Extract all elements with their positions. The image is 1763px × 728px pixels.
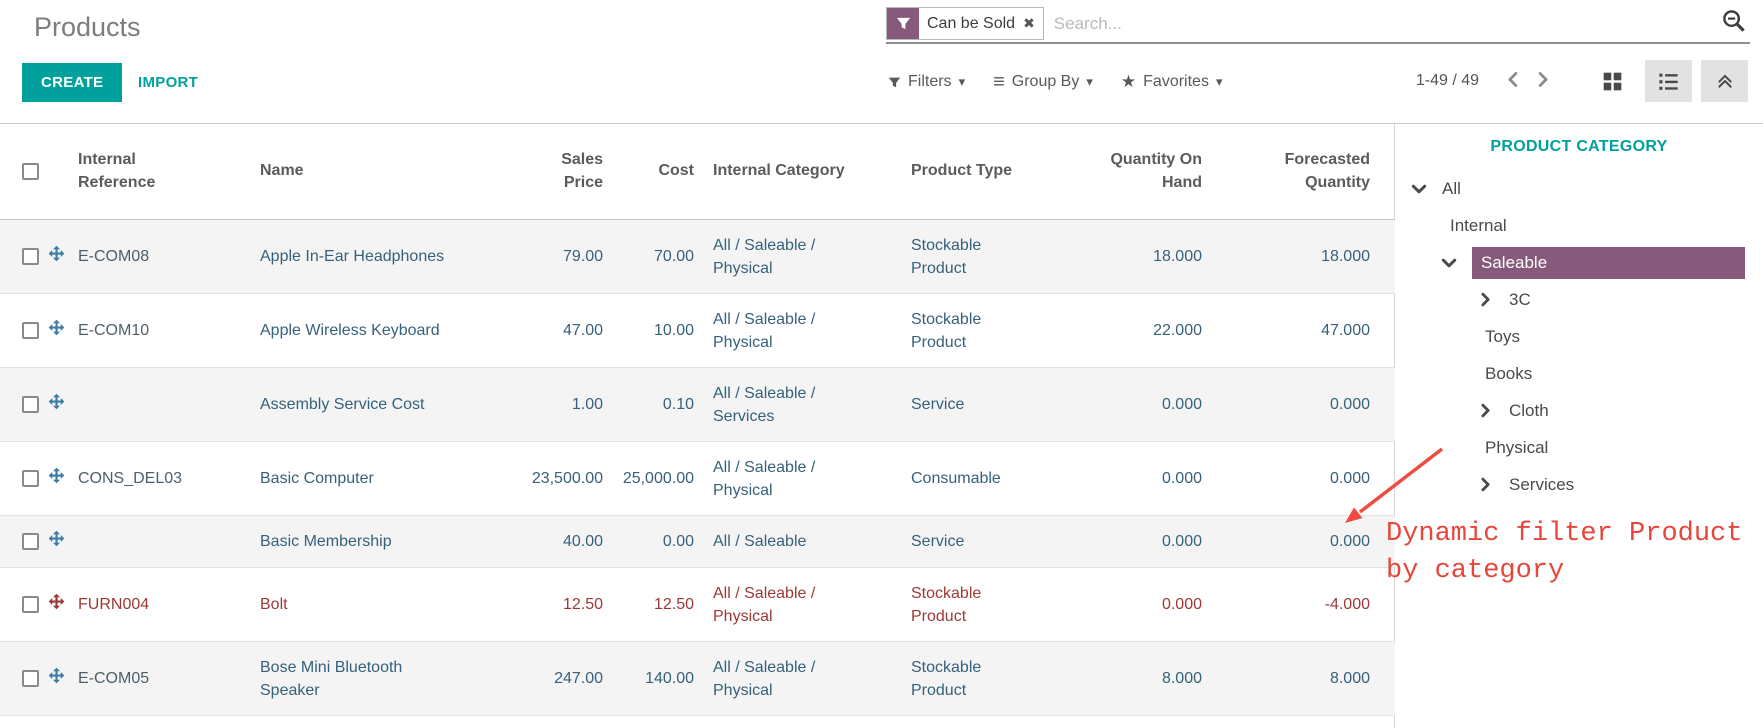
star-icon: ★ bbox=[1120, 72, 1137, 91]
row-checkbox[interactable] bbox=[22, 322, 39, 340]
group-by-icon: ≡ bbox=[993, 71, 1005, 93]
chevron-down-icon[interactable] bbox=[1441, 255, 1460, 271]
drag-handle-icon[interactable] bbox=[48, 319, 65, 336]
list-view-button[interactable] bbox=[1645, 60, 1692, 102]
facet-remove-icon[interactable]: ✖ bbox=[1023, 15, 1035, 31]
product-category-panel: PRODUCT CATEGORY All Internal Saleable 3… bbox=[1395, 124, 1763, 728]
favorites-label: Favorites bbox=[1143, 73, 1209, 90]
header-sales-price[interactable]: Sales Price bbox=[460, 124, 611, 220]
table-header-row: Internal Reference Name Sales Price Cost… bbox=[0, 124, 1395, 220]
group-by-dropdown[interactable]: ≡ Group By ▾ bbox=[993, 72, 1093, 92]
header-forecasted-quantity[interactable]: Forecasted Quantity bbox=[1210, 124, 1395, 220]
filter-funnel-icon bbox=[887, 8, 919, 39]
drag-handle-icon[interactable] bbox=[48, 593, 65, 610]
chevron-right-icon[interactable] bbox=[1478, 477, 1497, 492]
annotation-line-1: Dynamic filter Product bbox=[1386, 519, 1743, 549]
filters-dropdown[interactable]: Filters ▾ bbox=[888, 72, 965, 92]
chevron-down-icon[interactable] bbox=[1411, 181, 1430, 197]
table-row[interactable]: CONS_DEL03 Basic Computer 23,500.00 25,0… bbox=[0, 441, 1395, 515]
grid-icon bbox=[1603, 72, 1622, 91]
pager-next-button[interactable] bbox=[1528, 65, 1557, 97]
drag-handle-icon[interactable] bbox=[48, 667, 65, 684]
header-quantity-on-hand[interactable]: Quantity On Hand bbox=[1060, 124, 1210, 220]
chevron-down-icon: ▾ bbox=[1215, 74, 1223, 89]
row-checkbox[interactable] bbox=[22, 533, 39, 551]
control-panel: Products Can be Sold ✖ CREATE IMPORT Fil… bbox=[0, 0, 1763, 124]
double-chevron-up-icon bbox=[1716, 72, 1734, 90]
row-checkbox[interactable] bbox=[22, 470, 39, 488]
drag-handle-icon[interactable] bbox=[48, 467, 65, 484]
chevron-right-icon[interactable] bbox=[1478, 403, 1497, 418]
search-options-bar: Filters ▾ ≡ Group By ▾ ★ Favorites ▾ bbox=[888, 72, 1222, 92]
search-input[interactable] bbox=[1043, 13, 1722, 34]
favorites-dropdown[interactable]: ★ Favorites ▾ bbox=[1121, 72, 1223, 92]
collapse-panel-button[interactable] bbox=[1701, 60, 1748, 102]
drag-handle-icon[interactable] bbox=[48, 530, 65, 547]
header-name[interactable]: Name bbox=[240, 124, 460, 220]
chevron-down-icon: ▾ bbox=[1086, 74, 1093, 89]
category-item-cloth[interactable]: Cloth bbox=[1395, 392, 1763, 429]
category-item-services[interactable]: Services bbox=[1395, 466, 1763, 503]
row-checkbox[interactable] bbox=[22, 248, 39, 266]
category-item-internal[interactable]: Internal bbox=[1450, 215, 1507, 235]
table-row[interactable]: E-COM08 Apple In-Ear Headphones 79.00 70… bbox=[0, 219, 1395, 293]
row-checkbox[interactable] bbox=[22, 670, 39, 688]
facet-label: Can be Sold bbox=[927, 14, 1016, 32]
page-title: Products bbox=[34, 12, 141, 42]
category-panel-title: PRODUCT CATEGORY bbox=[1490, 138, 1668, 155]
category-item-books[interactable]: Books bbox=[1485, 363, 1533, 383]
search-bar: Can be Sold ✖ bbox=[886, 5, 1750, 44]
category-item-toys[interactable]: Toys bbox=[1485, 326, 1520, 346]
list-icon bbox=[1658, 71, 1679, 92]
category-item-3c[interactable]: 3C bbox=[1395, 281, 1763, 318]
annotation-line-2: by category bbox=[1386, 556, 1565, 586]
filters-label: Filters bbox=[908, 73, 952, 90]
import-button[interactable]: IMPORT bbox=[138, 74, 199, 91]
table-row[interactable]: Basic Membership 40.00 0.00 All / Saleab… bbox=[0, 515, 1395, 567]
kanban-view-button[interactable] bbox=[1589, 60, 1636, 102]
table-row[interactable]: FURN004 Bolt 12.50 12.50 All / Saleable … bbox=[0, 567, 1395, 641]
category-item-saleable[interactable]: Saleable bbox=[1395, 244, 1763, 281]
table-row[interactable]: E-COM05 Bose Mini Bluetooth Speaker 247.… bbox=[0, 641, 1395, 715]
search-magnifier-icon[interactable] bbox=[1722, 9, 1746, 38]
header-product-type[interactable]: Product Type bbox=[900, 124, 1060, 220]
products-table-zone: Internal Reference Name Sales Price Cost… bbox=[0, 124, 1395, 728]
category-item-all[interactable]: All bbox=[1395, 170, 1763, 207]
select-all-checkbox[interactable] bbox=[22, 162, 39, 180]
row-checkbox[interactable] bbox=[22, 596, 39, 614]
header-cost[interactable]: Cost bbox=[611, 124, 702, 220]
chevron-right-icon[interactable] bbox=[1478, 292, 1497, 307]
header-internal-category[interactable]: Internal Category bbox=[702, 124, 900, 220]
search-facet-can-be-sold: Can be Sold ✖ bbox=[886, 7, 1044, 40]
annotation-arrow-icon bbox=[1345, 447, 1444, 523]
table-row[interactable]: E-COM10 Apple Wireless Keyboard 47.00 10… bbox=[0, 293, 1395, 367]
annotation-note: Dynamic filter Product by category bbox=[1386, 516, 1742, 590]
create-button[interactable]: CREATE bbox=[22, 63, 123, 102]
pager-zone: 1-49 / 49 bbox=[1416, 60, 1748, 102]
products-table: Internal Reference Name Sales Price Cost… bbox=[0, 124, 1395, 716]
pager-range: 1-49 / 49 bbox=[1415, 72, 1479, 89]
pager-previous-button[interactable] bbox=[1499, 65, 1528, 97]
table-row[interactable]: Assembly Service Cost 1.00 0.10 All / Sa… bbox=[0, 367, 1395, 441]
drag-handle-icon[interactable] bbox=[48, 245, 65, 262]
header-internal-reference[interactable]: Internal Reference bbox=[70, 124, 240, 220]
chevron-down-icon: ▾ bbox=[958, 74, 966, 89]
category-item-physical[interactable]: Physical bbox=[1485, 437, 1549, 457]
row-checkbox[interactable] bbox=[22, 396, 39, 414]
drag-handle-icon[interactable] bbox=[48, 393, 65, 410]
group-by-label: Group By bbox=[1011, 73, 1080, 90]
